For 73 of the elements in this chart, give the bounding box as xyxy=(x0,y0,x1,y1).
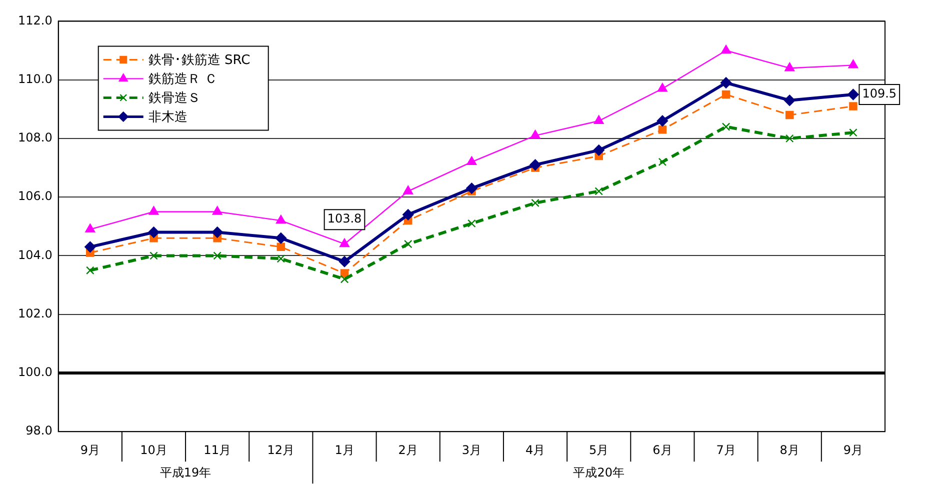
point xyxy=(722,90,730,99)
point xyxy=(403,186,414,194)
point xyxy=(721,44,731,54)
point xyxy=(213,252,222,260)
point xyxy=(84,241,96,253)
x-tick-label: 12月 xyxy=(267,442,295,457)
point xyxy=(150,252,158,260)
x-tick-label: 8月 xyxy=(780,442,800,457)
x-tick-label: 9月 xyxy=(843,442,864,457)
point xyxy=(275,232,287,244)
point xyxy=(340,238,350,248)
text: 平成19年 xyxy=(160,466,212,480)
point xyxy=(785,134,794,143)
point xyxy=(148,226,160,238)
point xyxy=(404,240,412,248)
x-tick-label: 7月 xyxy=(716,442,736,457)
point xyxy=(466,156,477,166)
point xyxy=(86,266,94,275)
point xyxy=(848,88,859,100)
x-tick-label: 1月 xyxy=(334,442,354,457)
y-tick-label: 98.0 xyxy=(26,424,52,438)
x-tick-label: 6月 xyxy=(652,442,672,457)
x-tick-label: 2月 xyxy=(398,442,418,457)
point xyxy=(340,275,349,284)
point xyxy=(658,158,667,166)
point xyxy=(658,126,667,134)
point xyxy=(849,102,858,110)
y-tick-label: 104.0 xyxy=(18,248,52,262)
annotation: 109.5 xyxy=(862,86,897,101)
legend-label: 鉄筋造Ｒ Ｃ xyxy=(148,72,218,88)
point xyxy=(276,254,286,263)
point xyxy=(594,187,603,196)
y-tick-label: 100.0 xyxy=(18,365,52,380)
point xyxy=(849,128,858,137)
point xyxy=(212,206,222,215)
legend-label: 鉄骨造Ｓ xyxy=(148,91,200,106)
point xyxy=(531,198,540,208)
point xyxy=(784,62,795,72)
x-tick-label: 9月 xyxy=(80,442,100,457)
point xyxy=(530,130,540,139)
point xyxy=(722,122,730,131)
point xyxy=(594,115,604,124)
point xyxy=(848,60,858,68)
point xyxy=(656,115,668,126)
annotation: 103.8 xyxy=(327,212,362,226)
point xyxy=(530,159,541,170)
x-tick-label: 5月 xyxy=(589,442,609,457)
point xyxy=(784,94,796,106)
y-tick-label: 110.0 xyxy=(18,72,52,86)
point xyxy=(593,144,604,156)
x-tick-label: 3月 xyxy=(462,442,482,457)
point xyxy=(276,214,286,224)
legend-label: 非木造 xyxy=(148,110,188,126)
point xyxy=(658,83,668,92)
x-tick-label: 11月 xyxy=(204,442,231,457)
point xyxy=(212,226,223,238)
point xyxy=(402,209,414,220)
point xyxy=(468,219,476,228)
point xyxy=(466,182,478,194)
y-tick-label: 112.0 xyxy=(18,13,52,28)
point xyxy=(720,77,732,88)
text: 平成20年 xyxy=(573,466,624,480)
point xyxy=(85,224,96,232)
y-tick-label: 106.0 xyxy=(18,189,52,204)
point xyxy=(338,256,350,268)
legend-label: 鉄骨･鉄筋造 SRC xyxy=(148,53,250,68)
x-tick-label: 4月 xyxy=(525,442,546,457)
point xyxy=(148,206,159,215)
point xyxy=(276,242,286,252)
x-tick-label: 10月 xyxy=(140,442,168,457)
y-tick-label: 108.0 xyxy=(18,130,52,145)
point xyxy=(785,110,794,120)
y-tick-label: 102.0 xyxy=(18,306,52,320)
